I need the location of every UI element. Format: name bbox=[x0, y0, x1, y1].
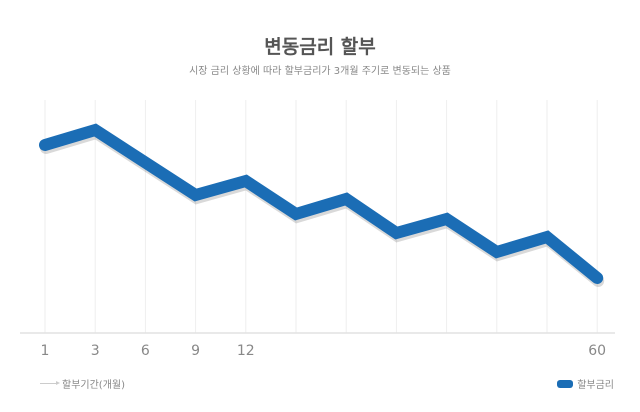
chart-subtitle: 시장 금리 상황에 따라 할부금리가 3개월 주기로 변동되는 상품 bbox=[189, 66, 451, 77]
x-axis-label: 할부기간(개월) bbox=[62, 380, 126, 391]
legend-swatch bbox=[557, 379, 574, 388]
arrow-icon bbox=[40, 381, 60, 385]
x-axis-legend: 할부기간(개월) bbox=[40, 376, 125, 391]
legend-label: 할부금리 bbox=[577, 380, 614, 391]
legend: 할부금리 bbox=[557, 376, 614, 391]
chart-title: 변동금리 할부 bbox=[264, 36, 376, 58]
x-tick-label: 12 bbox=[236, 343, 255, 359]
x-tick-label: 60 bbox=[588, 343, 607, 359]
x-tick-label: 1 bbox=[40, 343, 50, 359]
x-tick-label: 3 bbox=[90, 343, 100, 359]
x-tick-label: 9 bbox=[191, 343, 201, 359]
x-tick-label: 6 bbox=[140, 343, 150, 359]
